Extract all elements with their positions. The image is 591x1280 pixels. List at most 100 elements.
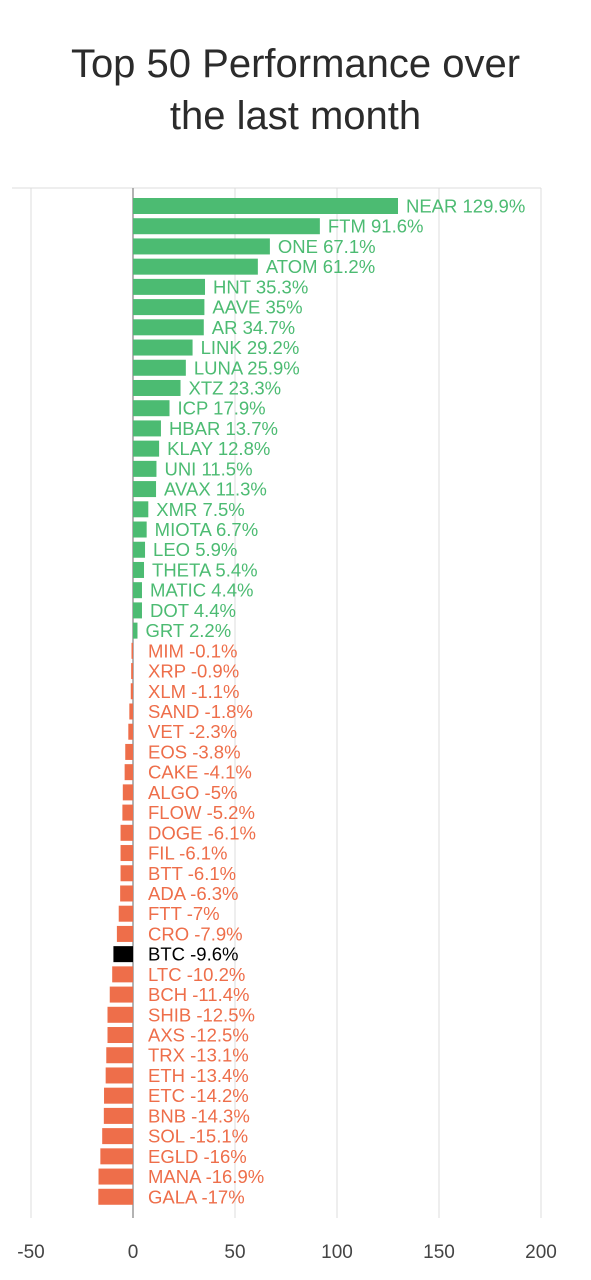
bar-luna — [133, 359, 186, 376]
bar-label: LEO 5.9% — [153, 539, 237, 560]
bar-xtz — [133, 379, 181, 396]
bar-label: MANA -16.9% — [148, 1166, 264, 1187]
x-tick-label: -50 — [17, 1242, 44, 1263]
bar-label: AAVE 35% — [212, 297, 302, 318]
bar-axs — [107, 1027, 133, 1044]
bar-label: TRX -13.1% — [148, 1045, 249, 1066]
x-tick-label: 200 — [525, 1242, 557, 1263]
bar-trx — [106, 1047, 133, 1064]
bar-label: LTC -10.2% — [148, 964, 245, 985]
bar-label: CRO -7.9% — [148, 923, 243, 944]
bar-gala — [98, 1188, 133, 1205]
bar-label: GRT 2.2% — [145, 620, 231, 641]
bar-label: MIM -0.1% — [148, 640, 237, 661]
bar-label: ALGO -5% — [148, 782, 237, 803]
bar-ada — [120, 885, 133, 902]
bar-avax — [133, 481, 157, 498]
bar-label: FTM 91.6% — [328, 216, 424, 237]
bar-label: BNB -14.3% — [148, 1105, 250, 1126]
bar-one — [133, 238, 270, 255]
bar-label: THETA 5.4% — [152, 559, 258, 580]
bar-label: AR 34.7% — [212, 317, 295, 338]
bar-label: SOL -15.1% — [148, 1126, 248, 1147]
bar-label: HBAR 13.7% — [169, 418, 278, 439]
bar-label: FTT -7% — [148, 903, 220, 924]
bar-label: SAND -1.8% — [148, 701, 253, 722]
bar-label: ADA -6.3% — [148, 883, 239, 904]
bar-xlm — [130, 683, 133, 700]
x-tick-label: 50 — [224, 1242, 245, 1263]
chart-title: Top 50 Performance over the last month — [70, 42, 521, 138]
bar-bch — [109, 986, 133, 1003]
bar-label: AVAX 11.3% — [164, 479, 267, 500]
bar-eos — [125, 743, 133, 760]
bar-label: XLM -1.1% — [148, 681, 240, 702]
bar-label: UNI 11.5% — [164, 458, 252, 479]
bar-mana — [98, 1168, 133, 1185]
bar-cro — [116, 925, 133, 942]
bar-label: DOGE -6.1% — [148, 822, 256, 843]
bar-label: LINK 29.2% — [201, 337, 300, 358]
bar-label: AXS -12.5% — [148, 1025, 249, 1046]
bar-mim — [131, 642, 133, 659]
bar-ftt — [118, 905, 133, 922]
bar-bnb — [103, 1107, 133, 1124]
bar-label: ATOM 61.2% — [266, 256, 375, 277]
bar-grt — [133, 622, 138, 639]
bar-btc — [113, 946, 133, 963]
bar-ltc — [112, 966, 133, 983]
bar-label: LUNA 25.9% — [194, 357, 300, 378]
bar-fil — [120, 845, 133, 862]
bar-shib — [107, 1006, 133, 1023]
bar-theta — [133, 561, 145, 578]
bar-label: EGLD -16% — [148, 1146, 247, 1167]
bar-sol — [102, 1128, 133, 1145]
bar-ar — [133, 319, 204, 336]
bar-btt — [120, 865, 133, 882]
bar-label: BCH -11.4% — [148, 984, 249, 1005]
bar-label: BTT -6.1% — [148, 863, 236, 884]
bar-near — [133, 198, 398, 214]
x-tick-label: 0 — [128, 1242, 139, 1263]
bar-icp — [133, 400, 170, 417]
bar-leo — [133, 541, 146, 558]
bar-uni — [133, 460, 157, 477]
bar-label: EOS -3.8% — [148, 741, 241, 762]
bar-atom — [133, 258, 258, 275]
bar-label: CAKE -4.1% — [148, 762, 252, 783]
bar-label: BTC -9.6% — [148, 944, 238, 965]
bar-label: SHIB -12.5% — [148, 1004, 255, 1025]
bar-miota — [133, 521, 147, 538]
bar-label: XTZ 23.3% — [189, 377, 282, 398]
bar-label: FIL -6.1% — [148, 843, 228, 864]
bar-label: NEAR 129.9% — [406, 196, 525, 217]
x-tick-label: 100 — [321, 1242, 353, 1263]
bar-xrp — [131, 663, 133, 680]
bar-eth — [105, 1067, 133, 1084]
bar-label: VET -2.3% — [148, 721, 237, 742]
bar-xmr — [133, 501, 149, 518]
bar-hbar — [133, 420, 161, 437]
bar-klay — [133, 440, 160, 457]
bar-label: GALA -17% — [148, 1186, 245, 1207]
bar-ftm — [133, 218, 320, 235]
bar-flow — [122, 804, 133, 821]
bar-label: MATIC 4.4% — [150, 580, 253, 601]
bar-label: MIOTA 6.7% — [155, 519, 259, 540]
bar-label: ETH -13.4% — [148, 1065, 249, 1086]
bar-label: DOT 4.4% — [150, 600, 236, 621]
bar-label: XMR 7.5% — [156, 499, 244, 520]
bar-egld — [100, 1148, 133, 1165]
bar-label: ICP 17.9% — [178, 398, 266, 419]
bar-label: ETC -14.2% — [148, 1085, 249, 1106]
bar-aave — [133, 299, 205, 316]
bar-cake — [124, 764, 133, 781]
bar-label: HNT 35.3% — [213, 276, 308, 297]
bar-label: XRP -0.9% — [148, 661, 239, 682]
bar-etc — [104, 1087, 133, 1104]
bar-link — [133, 339, 193, 356]
bar-algo — [122, 784, 133, 801]
x-tick-label: 150 — [423, 1242, 455, 1263]
bar-label: FLOW -5.2% — [148, 802, 255, 823]
